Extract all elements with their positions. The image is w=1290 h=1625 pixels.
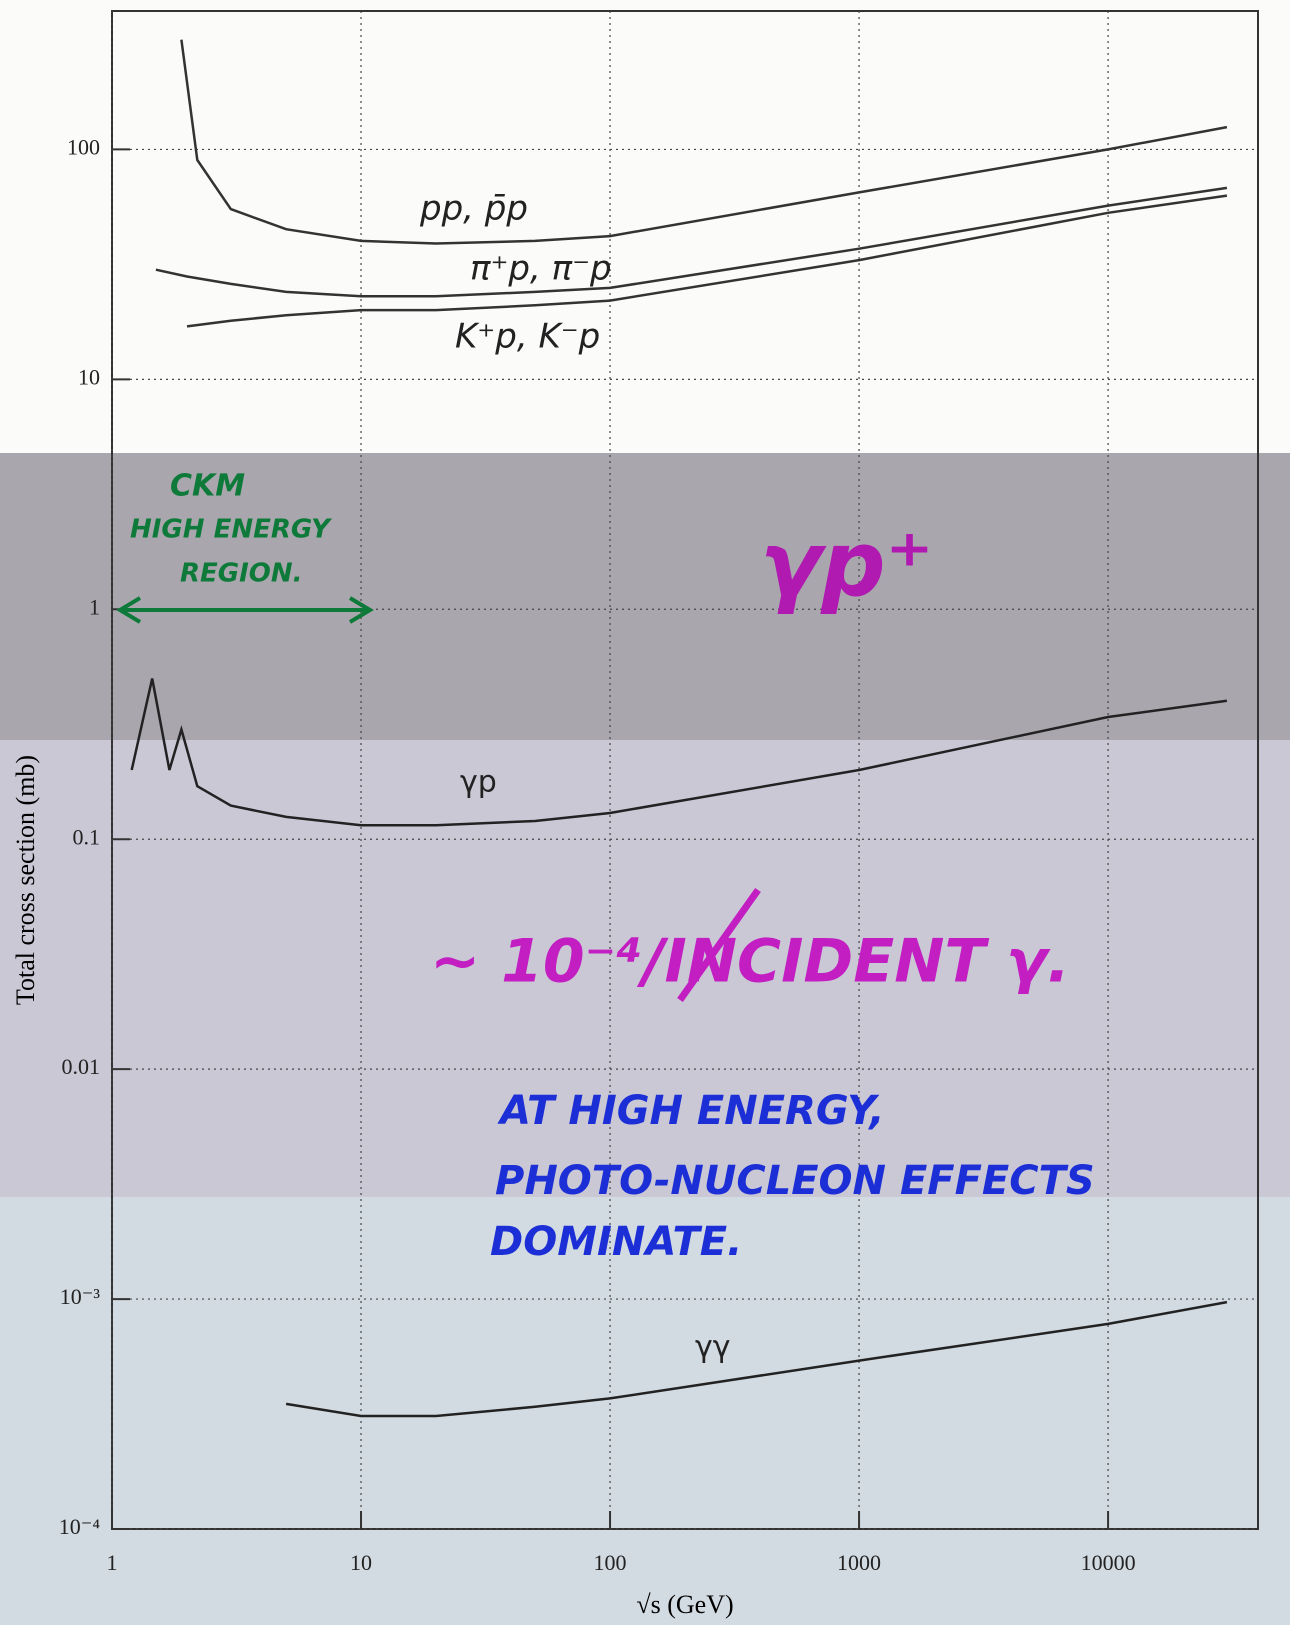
series-line <box>130 678 1228 827</box>
background-band <box>0 0 1290 453</box>
x-tick-label: 10000 <box>1081 1550 1136 1575</box>
y-tick-label: 10 <box>78 364 100 389</box>
background-band <box>0 740 1290 1197</box>
series-label: γγ <box>695 1330 731 1365</box>
background-band <box>0 453 1290 740</box>
x-tick-label: 1 <box>107 1550 118 1575</box>
plot-layer: 10⁻⁴ 10⁻³ 0.01 0.1 1 10 100 1 10 100 1000 10000 pp, … <box>59 11 1258 1575</box>
x-tick-label: 1000 <box>837 1550 881 1575</box>
y-tick-label: 10⁻³ <box>60 1284 101 1309</box>
series-label: pp, p̄p <box>419 189 528 229</box>
y-tick-label: 100 <box>67 134 100 159</box>
y-tick-label: 0.01 <box>62 1054 101 1079</box>
series-line <box>285 1300 1228 1418</box>
range-arrow <box>116 596 374 624</box>
y-axis-title: Total cross section (mb) <box>11 755 40 1005</box>
annotation: DOMINATE. <box>490 1219 742 1265</box>
slash-stroke <box>677 887 761 1003</box>
series-label: K⁺p, K⁻p <box>455 317 600 357</box>
y-tick-label: 0.1 <box>73 824 101 849</box>
x-tick-label: 100 <box>594 1550 627 1575</box>
plot-frame <box>111 10 1259 1530</box>
annotation: CKM <box>170 469 245 504</box>
x-axis-title: √s (GeV) <box>636 1590 733 1619</box>
annotation: PHOTO-NUCLEON EFFECTS <box>495 1158 1095 1204</box>
arrow-head <box>348 596 374 624</box>
background-band <box>0 1197 1290 1625</box>
annotation: ~ 10⁻⁴/INCIDENT γ. <box>430 927 1070 997</box>
series-label: γp <box>460 765 497 800</box>
annotation: γp⁺ <box>760 512 933 617</box>
series-line <box>186 194 1228 328</box>
annotation: AT HIGH ENERGY, <box>497 1088 885 1134</box>
handwritten-stroke <box>677 887 761 1003</box>
series-label: π⁺p, π⁻p <box>470 249 612 289</box>
series-line <box>180 39 1228 245</box>
series-line <box>155 186 1228 298</box>
arrow-head <box>116 596 142 624</box>
annotation: REGION. <box>180 559 303 589</box>
y-tick-label: 10⁻⁴ <box>59 1514 101 1539</box>
annotation: HIGH ENERGY <box>130 515 333 545</box>
y-tick-label: 1 <box>89 594 100 619</box>
x-tick-label: 10 <box>350 1550 372 1575</box>
